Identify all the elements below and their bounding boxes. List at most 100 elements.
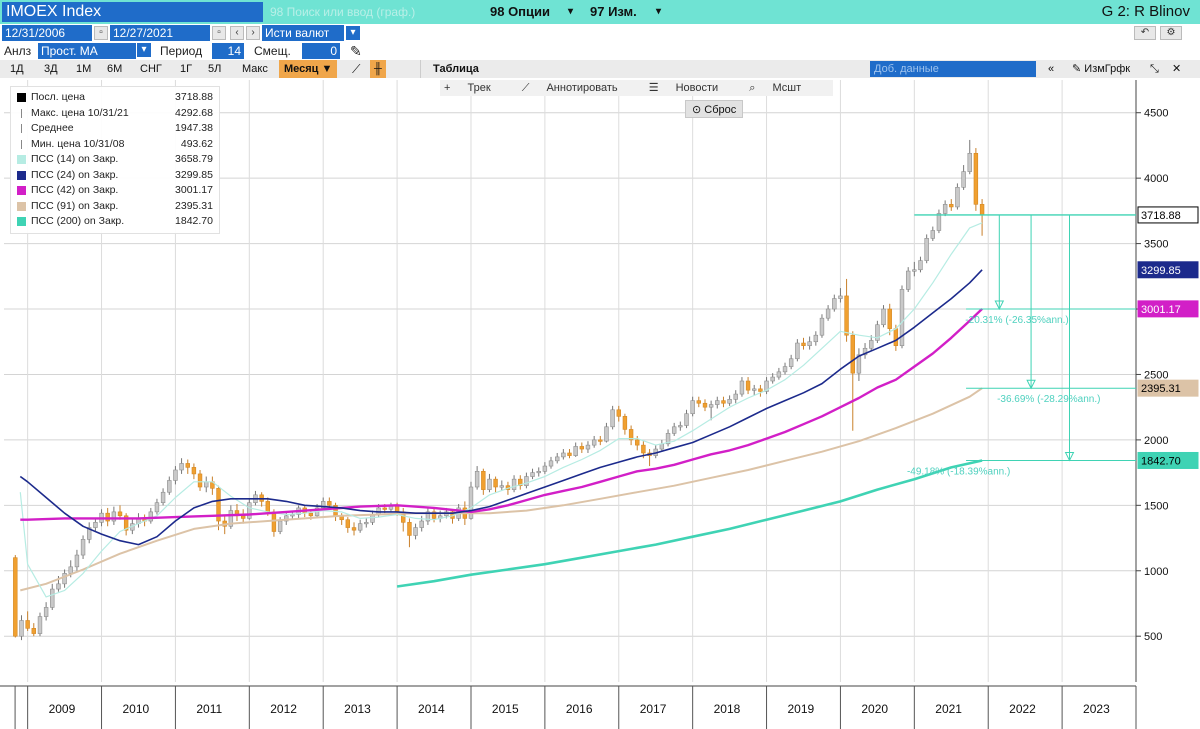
gear-icon[interactable]: ⚙: [1160, 26, 1182, 40]
close-panel-icon[interactable]: ✕: [1172, 63, 1182, 75]
candle-up: [56, 583, 61, 590]
candle-down: [579, 446, 585, 450]
candle-down: [850, 334, 855, 374]
table-tab[interactable]: Таблица: [433, 63, 479, 75]
prev-arrow-icon[interactable]: ‹: [230, 26, 244, 40]
x-tick-label: 2009: [49, 702, 76, 716]
y-tick-label: 4000: [1144, 173, 1168, 185]
candle-up: [148, 511, 154, 522]
legend-row[interactable]: ПСС (24) on Закр. 3299.85: [15, 168, 215, 184]
add-data-field[interactable]: Доб. данные: [870, 61, 1036, 77]
shift-label: Смещ.: [254, 44, 291, 58]
period-1m[interactable]: 1М: [76, 63, 92, 75]
period-input[interactable]: 14: [212, 43, 244, 59]
candle-up: [708, 404, 714, 408]
track-button[interactable]: + Трек: [444, 82, 491, 94]
candle-up: [924, 238, 929, 261]
price-badges: 3718.88 3299.85 3001.17 2395.31 1842.70: [1137, 206, 1199, 469]
legend-row[interactable]: Макс. цена 10/31/21 4292.68: [15, 106, 215, 122]
candle-up: [80, 539, 86, 556]
legend-name: ПСС (42) on Закр.: [31, 184, 119, 196]
price-badge: [1137, 379, 1199, 397]
candle-down: [351, 527, 357, 531]
legend-value: 4292.68: [175, 106, 213, 119]
date-from-field[interactable]: 12/31/2006: [2, 25, 92, 41]
currency-dropdown-icon[interactable]: ▾: [346, 26, 360, 40]
legend-row[interactable]: Посл. цена 3718.88: [15, 90, 215, 106]
period-5y[interactable]: 5Л: [208, 63, 222, 75]
legend-row[interactable]: ПСС (91) on Закр. 2395.31: [15, 199, 215, 215]
period-ytd[interactable]: СНГ: [140, 63, 162, 75]
period-6m[interactable]: 6М: [107, 63, 123, 75]
candle-up: [918, 260, 923, 271]
legend-value: 1947.38: [175, 122, 213, 134]
legend-value: 3658.79: [175, 153, 213, 165]
candle-up: [727, 399, 732, 404]
reset-button[interactable]: ⊙ Сброс: [685, 100, 744, 118]
options-menu[interactable]: 98 Опции: [490, 4, 551, 19]
price-badge: [1137, 261, 1199, 279]
candle-down: [696, 400, 701, 404]
candle-up: [555, 456, 560, 462]
news-button[interactable]: ☰ Новости: [648, 82, 719, 94]
period-1y[interactable]: 1Г: [180, 63, 193, 75]
candle-up: [425, 511, 431, 522]
x-tick-label: 2022: [1009, 702, 1036, 716]
next-arrow-icon[interactable]: ›: [246, 26, 260, 40]
undo-icon[interactable]: ↶: [1134, 26, 1156, 40]
chart-overlay-toolbar: + Трек ⟋ Аннотировать ☰ Новости ⌕ Мсшт: [440, 80, 834, 96]
candle-up: [875, 324, 880, 341]
legend-row[interactable]: ПСС (42) on Закр. 3001.17: [15, 183, 215, 199]
y-tick-label: 4500: [1144, 108, 1168, 120]
price-chart[interactable]: 2009 2010 2011 2012 2013 2014 2015 2016 2017 2018…: [0, 78, 1200, 729]
legend-row[interactable]: ПСС (200) on Закр. 1842.70: [15, 214, 215, 230]
security-title[interactable]: IMOEX Index: [2, 2, 263, 22]
candle-up: [561, 452, 566, 458]
annotate-button[interactable]: ⟋ Аннотировать: [521, 82, 618, 94]
analysis-toolbar: Анлз Прост. MA ▾ Период 14 Смещ. 0 ✎: [0, 42, 1200, 60]
analysis-dropdown-icon[interactable]: ▾: [137, 43, 151, 57]
calendar-icon[interactable]: ▫: [212, 26, 226, 40]
resize-icon[interactable]: ⤡: [1150, 63, 1159, 75]
pencil-icon[interactable]: ✎: [350, 43, 362, 59]
date-to-field[interactable]: 12/27/2021: [110, 25, 210, 41]
period-toolbar: 1Д 3Д 1М 6М СНГ 1Г 5Л Макс Месяц ▼ ⟋ ╫ Т…: [0, 60, 1200, 78]
candle-up: [942, 204, 948, 214]
zoom-button[interactable]: ⌕ Мсшт: [749, 82, 802, 94]
legend-row[interactable]: Среднее 1947.38: [15, 121, 215, 137]
shift-input[interactable]: 0: [302, 43, 340, 59]
candle-down: [598, 439, 603, 442]
legend-row[interactable]: ПСС (14) on Закр. 3658.79: [15, 152, 215, 168]
edit-chart-button[interactable]: ✎ ИзмГрфк: [1072, 60, 1130, 78]
candle-up: [591, 439, 597, 446]
currency-select[interactable]: Исти валют: [262, 25, 344, 41]
period-max[interactable]: Макс: [242, 63, 268, 75]
y-tick-label: 1500: [1144, 500, 1168, 512]
candle-up: [795, 342, 800, 360]
candle-down: [123, 515, 129, 531]
ma24-line: [19, 269, 983, 546]
calendar-icon[interactable]: ▫: [94, 26, 108, 40]
candle-down: [745, 380, 751, 391]
period-1d[interactable]: 1Д: [10, 63, 24, 75]
candle-down: [758, 388, 763, 392]
candle-down: [13, 557, 18, 637]
candle-down: [979, 204, 985, 216]
candle-down: [887, 308, 892, 329]
frequency-select[interactable]: Месяц ▼: [279, 60, 338, 78]
legend-swatch: [17, 217, 26, 226]
price-badge: [1137, 206, 1199, 224]
line-chart-icon[interactable]: ⟋: [352, 62, 361, 76]
change-dropdown-icon[interactable]: ▾: [656, 6, 662, 17]
analysis-select[interactable]: Прост. MA: [38, 43, 136, 59]
options-dropdown-icon[interactable]: ▾: [568, 6, 574, 17]
candle-up: [468, 486, 474, 519]
candle-chart-icon[interactable]: ╫: [370, 60, 386, 78]
legend-row[interactable]: Мин. цена 10/31/08 493.62: [15, 137, 215, 153]
candle-up: [204, 481, 209, 488]
period-3d[interactable]: 3Д: [44, 63, 58, 75]
change-menu[interactable]: 97 Изм.: [590, 4, 637, 19]
collapse-icon[interactable]: «: [1048, 63, 1055, 75]
search-ghost-text[interactable]: 98 Поиск или ввод (граф.): [270, 5, 416, 19]
chart-legend: Посл. цена 3718.88 Макс. цена 10/31/21 4292…: [10, 86, 220, 234]
